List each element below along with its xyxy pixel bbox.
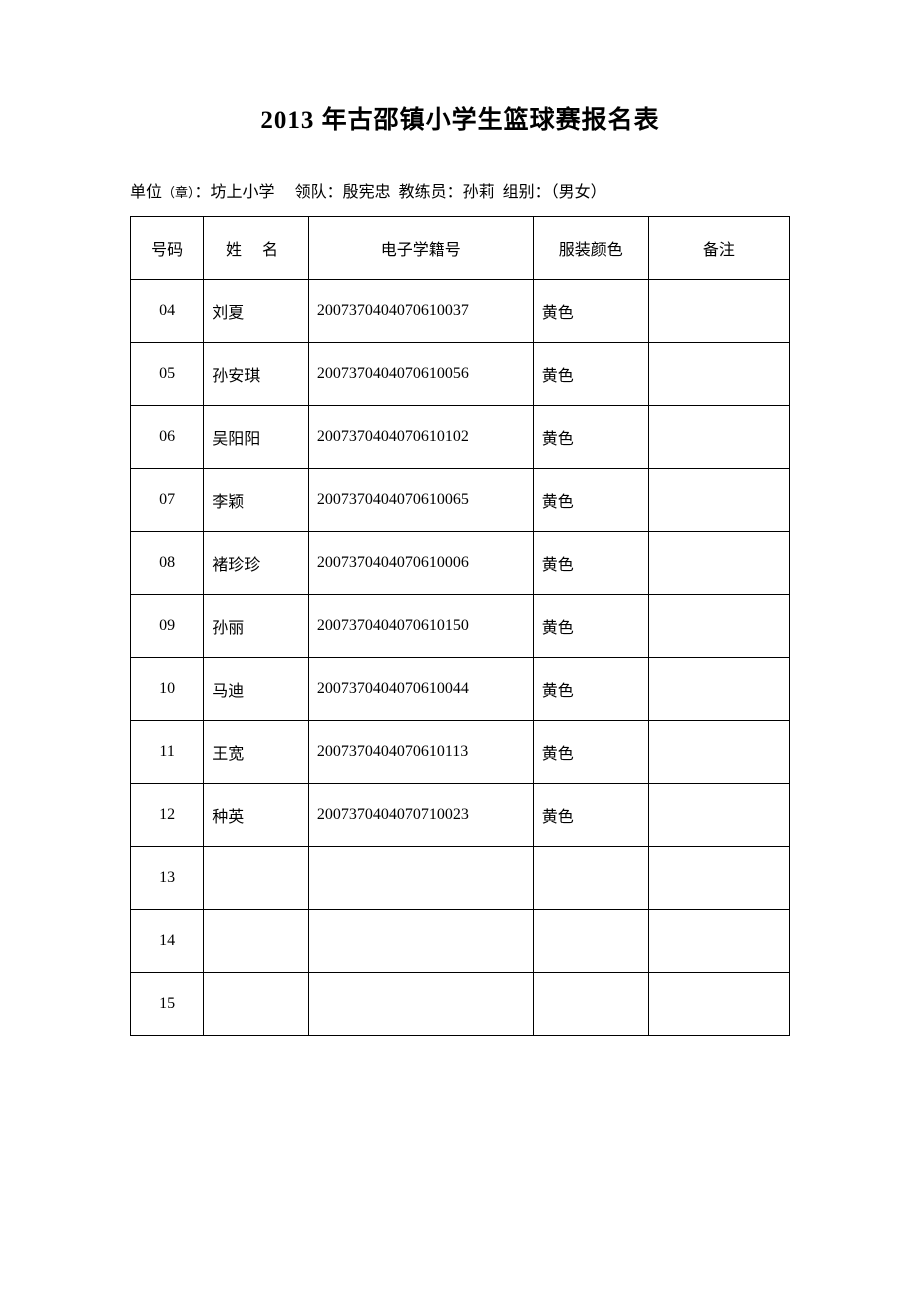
col-header-name: 姓 名 — [204, 217, 309, 280]
cell-number: 06 — [131, 406, 204, 469]
leader-label: 领队： — [295, 184, 343, 201]
col-header-number: 号码 — [131, 217, 204, 280]
cell-number: 07 — [131, 469, 204, 532]
cell-remark — [648, 343, 789, 406]
cell-remark — [648, 280, 789, 343]
cell-remark — [648, 847, 789, 910]
cell-number: 10 — [131, 658, 204, 721]
cell-name: 吴阳阳 — [204, 406, 309, 469]
cell-student-id: 2007370404070610006 — [308, 532, 533, 595]
unit-label: 单位 — [130, 184, 162, 201]
cell-name — [204, 847, 309, 910]
cell-uniform-color: 黄色 — [533, 721, 648, 784]
cell-name — [204, 973, 309, 1036]
table-row: 08褚珍珍2007370404070610006黄色 — [131, 532, 790, 595]
cell-remark — [648, 721, 789, 784]
cell-student-id — [308, 847, 533, 910]
cell-uniform-color: 黄色 — [533, 469, 648, 532]
table-row: 14 — [131, 910, 790, 973]
cell-name: 孙安琪 — [204, 343, 309, 406]
cell-name: 李颖 — [204, 469, 309, 532]
cell-student-id — [308, 910, 533, 973]
unit-label-suffix: （章） — [162, 185, 195, 200]
cell-uniform-color: 黄色 — [533, 532, 648, 595]
cell-uniform-color: 黄色 — [533, 658, 648, 721]
unit-sep: ： — [195, 184, 211, 201]
cell-number: 05 — [131, 343, 204, 406]
table-row: 15 — [131, 973, 790, 1036]
leader-value: 殷宪忠 — [343, 184, 391, 201]
table-row: 05孙安琪2007370404070610056黄色 — [131, 343, 790, 406]
cell-number: 13 — [131, 847, 204, 910]
cell-student-id: 2007370404070610150 — [308, 595, 533, 658]
col-header-student-id: 电子学籍号 — [308, 217, 533, 280]
cell-number: 15 — [131, 973, 204, 1036]
group-value: （男女） — [551, 184, 607, 201]
coach-label: 教练员： — [399, 184, 463, 201]
cell-name: 孙丽 — [204, 595, 309, 658]
cell-name: 种英 — [204, 784, 309, 847]
table-row: 09孙丽2007370404070610150黄色 — [131, 595, 790, 658]
cell-uniform-color — [533, 910, 648, 973]
cell-number: 09 — [131, 595, 204, 658]
table-row: 06吴阳阳2007370404070610102黄色 — [131, 406, 790, 469]
page-title: 2013 年古邵镇小学生篮球赛报名表 — [130, 100, 790, 136]
cell-name: 马迪 — [204, 658, 309, 721]
table-row: 11王宽2007370404070610113黄色 — [131, 721, 790, 784]
cell-remark — [648, 658, 789, 721]
cell-uniform-color: 黄色 — [533, 343, 648, 406]
cell-name — [204, 910, 309, 973]
cell-remark — [648, 910, 789, 973]
cell-name: 王宽 — [204, 721, 309, 784]
table-row: 10马迪2007370404070610044黄色 — [131, 658, 790, 721]
info-line: 单位（章）：坊上小学 领队：殷宪忠 教练员：孙莉 组别：（男女） — [130, 178, 790, 202]
cell-remark — [648, 532, 789, 595]
cell-student-id — [308, 973, 533, 1036]
table-row: 12种英2007370404070710023黄色 — [131, 784, 790, 847]
cell-remark — [648, 469, 789, 532]
cell-student-id: 2007370404070610113 — [308, 721, 533, 784]
cell-uniform-color: 黄色 — [533, 406, 648, 469]
cell-number: 12 — [131, 784, 204, 847]
cell-uniform-color: 黄色 — [533, 280, 648, 343]
cell-uniform-color: 黄色 — [533, 784, 648, 847]
unit-value: 坊上小学 — [211, 184, 275, 201]
cell-uniform-color — [533, 847, 648, 910]
table-header-row: 号码 姓 名 电子学籍号 服装颜色 备注 — [131, 217, 790, 280]
table-row: 13 — [131, 847, 790, 910]
cell-uniform-color — [533, 973, 648, 1036]
cell-student-id: 2007370404070710023 — [308, 784, 533, 847]
coach-value: 孙莉 — [463, 184, 495, 201]
cell-student-id: 2007370404070610102 — [308, 406, 533, 469]
cell-uniform-color: 黄色 — [533, 595, 648, 658]
cell-remark — [648, 973, 789, 1036]
cell-student-id: 2007370404070610037 — [308, 280, 533, 343]
cell-number: 11 — [131, 721, 204, 784]
table-row: 07李颖2007370404070610065黄色 — [131, 469, 790, 532]
cell-remark — [648, 406, 789, 469]
col-header-uniform-color: 服装颜色 — [533, 217, 648, 280]
cell-number: 04 — [131, 280, 204, 343]
cell-remark — [648, 784, 789, 847]
cell-remark — [648, 595, 789, 658]
cell-student-id: 2007370404070610044 — [308, 658, 533, 721]
registration-table: 号码 姓 名 电子学籍号 服装颜色 备注 04刘夏200737040407061… — [130, 216, 790, 1036]
cell-number: 14 — [131, 910, 204, 973]
cell-student-id: 2007370404070610065 — [308, 469, 533, 532]
cell-name: 褚珍珍 — [204, 532, 309, 595]
cell-name: 刘夏 — [204, 280, 309, 343]
group-label: 组别： — [503, 184, 551, 201]
cell-student-id: 2007370404070610056 — [308, 343, 533, 406]
cell-number: 08 — [131, 532, 204, 595]
col-header-remark: 备注 — [648, 217, 789, 280]
table-row: 04刘夏2007370404070610037黄色 — [131, 280, 790, 343]
